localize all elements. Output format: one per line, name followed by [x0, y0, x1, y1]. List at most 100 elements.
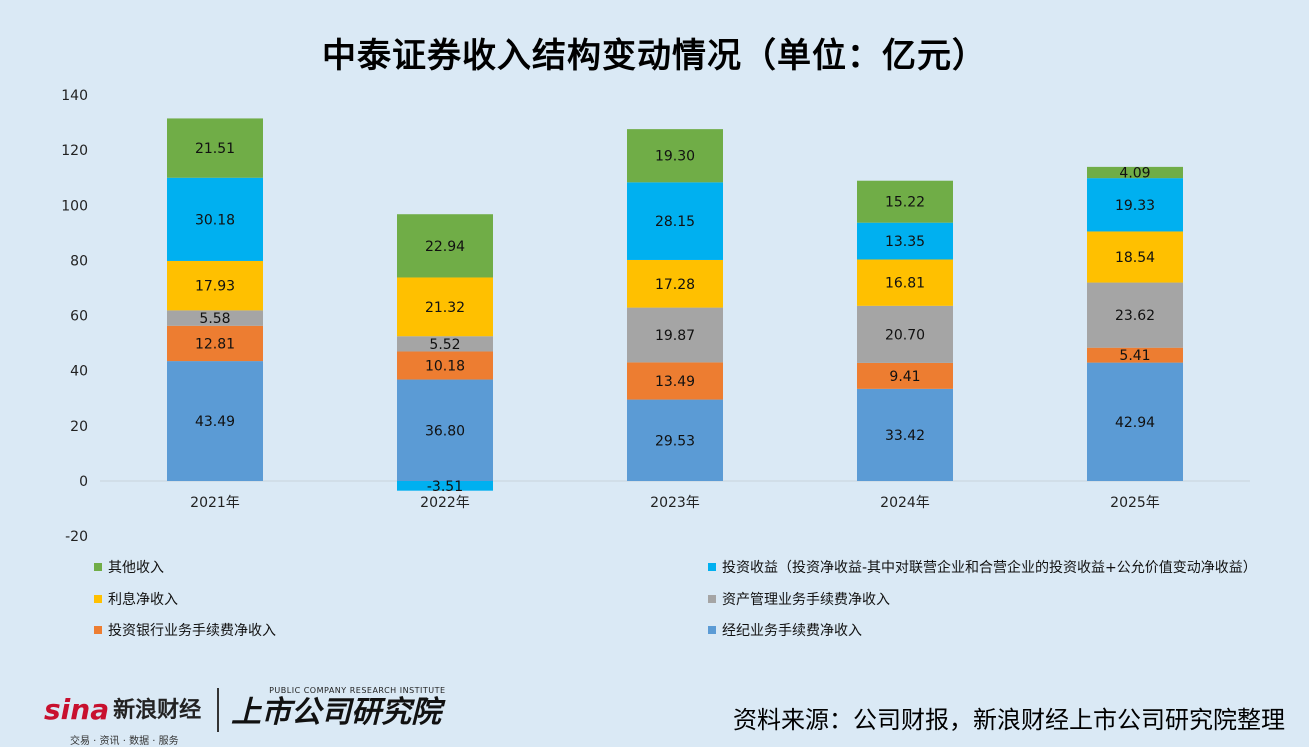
source-note: 资料来源：公司财报，新浪财经上市公司研究院整理 [733, 706, 1285, 734]
y-tick-label: 20 [70, 419, 88, 435]
legend-item-other: 其他收入 [94, 557, 164, 577]
institute-english-name: PUBLIC COMPANY RESEARCH INSTITUTE [269, 686, 446, 695]
bar-segment [397, 379, 493, 481]
legend-swatch-asset-mgmt [708, 595, 716, 603]
legend-swatch-interest [94, 595, 102, 603]
x-tick-label: 2022年 [420, 495, 470, 511]
data-label: 13.49 [655, 374, 695, 390]
data-label: 17.93 [195, 279, 235, 295]
institute-logo: PUBLIC COMPANY RESEARCH INSTITUTE 上市公司研究… [231, 686, 445, 730]
data-label: 19.33 [1115, 198, 1155, 214]
x-tick-label: 2023年 [650, 495, 700, 511]
y-tick-label: -20 [65, 529, 88, 545]
legend-item-asset-mgmt: 资产管理业务手续费净收入 [708, 589, 890, 609]
y-tick-label: 100 [61, 198, 88, 214]
x-tick-label: 2021年 [190, 495, 240, 511]
sina-tagline: 交易 · 资讯 · 数据 · 服务 [70, 736, 179, 747]
bar-segment [1087, 282, 1183, 348]
legend-swatch-investment [708, 563, 716, 571]
bar-segment [627, 362, 723, 400]
bar-segment [857, 259, 953, 306]
data-label: 21.51 [195, 141, 235, 157]
bar-segment [397, 336, 493, 352]
bar-segment [167, 177, 263, 261]
data-label: 18.54 [1115, 250, 1155, 266]
legend-label-other: 其他收入 [108, 560, 164, 576]
bar-segment [167, 260, 263, 311]
y-tick-label: 80 [70, 253, 88, 269]
bar-segment [627, 129, 723, 183]
bar-segment [397, 214, 493, 278]
legend-item-ib: 投资银行业务手续费净收入 [94, 620, 276, 640]
data-label: 9.41 [889, 369, 920, 385]
legend-item-investment: 投资收益（投资净收益-其中对联营企业和合营企业的投资收益+公允价值变动净收益） [708, 557, 1257, 577]
data-label: 19.30 [655, 149, 695, 165]
legend-label-asset-mgmt: 资产管理业务手续费净收入 [722, 592, 890, 608]
bar-segment [857, 180, 953, 223]
legend-item-brokerage: 经纪业务手续费净收入 [708, 620, 862, 640]
data-label: 5.58 [199, 311, 230, 327]
data-label: 42.94 [1115, 415, 1155, 431]
x-tick-label: 2025年 [1110, 495, 1160, 511]
data-label: 4.09 [1119, 166, 1150, 182]
data-label: 33.42 [885, 428, 925, 444]
footer-logo: sina 新浪财经 交易 · 资讯 · 数据 · 服务 PUBLIC COMPA… [44, 686, 445, 747]
x-tick-label: 2024年 [880, 495, 930, 511]
bar-segment [397, 481, 493, 491]
data-label: 28.15 [655, 214, 695, 230]
data-label: 36.80 [425, 423, 465, 439]
bar-segment [1087, 166, 1183, 179]
bar-segment [167, 310, 263, 326]
data-label: 21.32 [425, 300, 465, 316]
data-label: -3.51 [427, 479, 463, 495]
data-label: 13.35 [885, 234, 925, 250]
legend-label-interest: 利息净收入 [108, 592, 178, 608]
legend-label-brokerage: 经纪业务手续费净收入 [722, 623, 862, 639]
legend-swatch-brokerage [708, 626, 716, 634]
data-label: 10.18 [425, 359, 465, 375]
data-label: 30.18 [195, 212, 235, 228]
bar-segment [1087, 178, 1183, 232]
y-tick-label: 140 [61, 88, 88, 104]
data-label: 15.22 [885, 195, 925, 211]
bar-segment [1087, 231, 1183, 283]
data-label: 29.53 [655, 433, 695, 449]
data-label: 22.94 [425, 239, 465, 255]
institute-chinese-name: 上市公司研究院 [231, 695, 442, 730]
legend-label-ib: 投资银行业务手续费净收入 [108, 623, 276, 639]
bar-segment [167, 361, 263, 481]
bar-segment [857, 388, 953, 481]
y-tick-label: 120 [61, 143, 88, 159]
data-label: 17.28 [655, 277, 695, 293]
data-label: 19.87 [655, 328, 695, 344]
chart-title: 中泰证券收入结构变动情况（单位：亿元） [322, 36, 987, 76]
bar-segment [1087, 347, 1183, 363]
y-tick-label: 0 [79, 474, 88, 490]
bar-segment [857, 222, 953, 260]
data-label: 43.49 [195, 414, 235, 430]
bar-segment [627, 399, 723, 481]
logo-divider [217, 688, 220, 732]
legend-swatch-other [94, 563, 102, 571]
stacked-bar-chart: -20 0 20 40 60 80 100 120 140 43.49 12.81 5.58 17.93… [61, 88, 1250, 545]
y-tick-label: 40 [70, 364, 88, 380]
legend-swatch-ib [94, 626, 102, 634]
bar-segment [167, 118, 263, 178]
bar-segment [397, 277, 493, 337]
sina-finance-name: 新浪财经 [113, 698, 202, 723]
bar-segment [627, 259, 723, 308]
bar-segment [167, 325, 263, 362]
legend-label-investment: 投资收益（投资净收益-其中对联营企业和合营企业的投资收益+公允价值变动净收益） [722, 560, 1257, 576]
data-label: 16.81 [885, 276, 925, 292]
y-tick-label: 60 [70, 309, 88, 325]
legend-item-interest: 利息净收入 [94, 589, 178, 609]
bar-segment [627, 307, 723, 363]
data-label: 5.41 [1119, 348, 1150, 364]
data-label: 23.62 [1115, 308, 1155, 324]
data-label: 5.52 [429, 337, 460, 353]
data-label: 20.70 [885, 327, 925, 343]
bar-segment [1087, 362, 1183, 481]
bar-segment [857, 305, 953, 363]
bar-segment [857, 362, 953, 389]
sina-logo-wordmark: sina [44, 693, 110, 726]
